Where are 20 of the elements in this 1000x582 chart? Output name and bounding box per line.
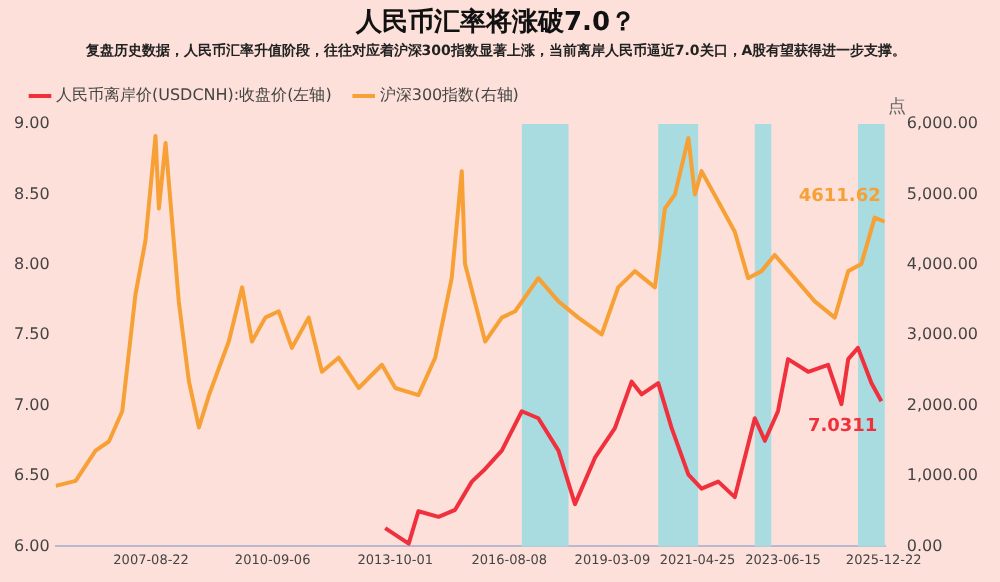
y2-axis-title: 点 [887, 95, 906, 118]
legend-label: 人民币离岸价(USDCNH):收盘价(左轴) [56, 86, 332, 105]
y2-tick-label: 3,000.00 [906, 325, 978, 344]
y-tick-label: 8.00 [14, 254, 50, 273]
y2-tick-label: 0.00 [906, 536, 943, 555]
data-label: 7.0311 [807, 416, 878, 437]
y-tick-label: 7.00 [14, 395, 50, 414]
data-label: 4611.62 [798, 187, 881, 208]
y-tick-label: 9.00 [14, 114, 50, 133]
legend-label: 沪深300指数(右轴) [379, 86, 519, 105]
y2-tick-label: 5,000.00 [906, 184, 978, 203]
y2-tick-label: 1,000.00 [906, 466, 978, 485]
y-tick-label: 6.00 [14, 536, 50, 555]
chart-title: 人民币汇率将涨破7.0？ [353, 6, 637, 39]
y2-tick-label: 6,000.00 [906, 114, 978, 133]
y-tick-label: 8.50 [14, 184, 50, 203]
y-tick-label: 7.50 [14, 325, 50, 344]
y-tick-label: 6.50 [14, 466, 50, 485]
y2-tick-label: 4,000.00 [906, 254, 978, 273]
y2-tick-label: 2,000.00 [906, 395, 978, 414]
